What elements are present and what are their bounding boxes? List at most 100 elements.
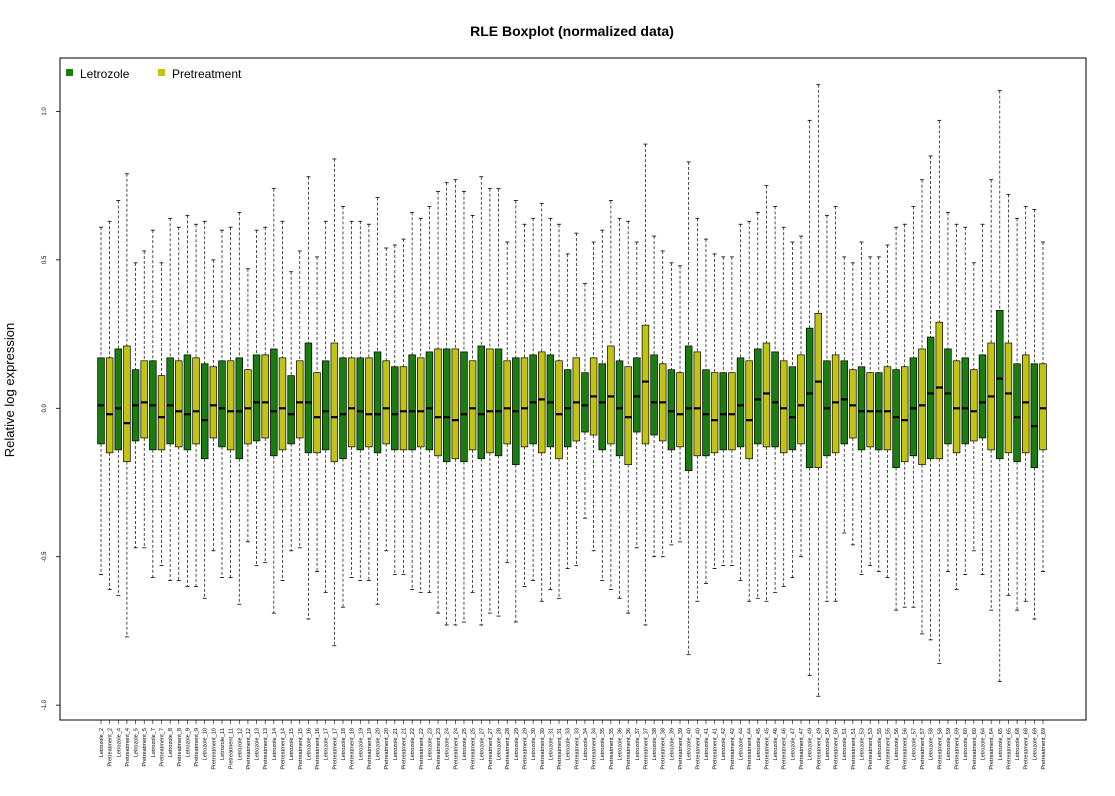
box-body	[477, 345, 485, 460]
box-Pretreatment_57	[918, 179, 926, 635]
box-body	[849, 369, 857, 439]
box-Pretreatment_19	[365, 223, 373, 581]
x-tick-label: Pretreatment_51	[851, 728, 857, 770]
x-tick-label: Letrozole_24	[445, 728, 451, 760]
box-body	[961, 357, 969, 445]
x-tick-label: Pretreatment_59	[955, 728, 961, 770]
box-body	[572, 357, 581, 442]
x-tick-label: Pretreatment_45	[764, 728, 770, 770]
box-body	[339, 357, 347, 460]
box-body	[1013, 363, 1021, 463]
box-body	[555, 360, 563, 460]
box-body	[330, 342, 339, 463]
box-body	[952, 360, 961, 454]
box-body	[762, 342, 771, 448]
box-Pretreatment_30	[538, 203, 546, 602]
x-tick-label: Pretreatment_27	[488, 728, 494, 770]
box-body	[598, 363, 606, 451]
box-Pretreatment_56	[901, 223, 909, 608]
box-Letrozole_11	[218, 229, 226, 578]
y-tick-label: 1.0	[42, 107, 48, 116]
x-tick-label: Pretreatment_16	[315, 728, 321, 770]
box-Pretreatment_37	[641, 143, 650, 626]
boxes	[97, 84, 1047, 697]
box-Letrozole_59	[944, 211, 952, 572]
x-tick-label: Letrozole_15	[289, 728, 295, 760]
box-Letrozole_29	[512, 200, 520, 623]
box-Pretreatment_35	[607, 200, 615, 590]
box-body	[944, 348, 952, 445]
x-tick-label: Pretreatment_40	[695, 728, 701, 770]
x-tick-label: Pretreatment_28	[505, 728, 511, 770]
x-tick-label: Letrozole_13	[255, 728, 261, 760]
box-Letrozole_17	[321, 220, 330, 593]
box-body	[460, 351, 468, 463]
box-body	[399, 366, 408, 451]
box-body	[157, 375, 166, 451]
box-Letrozole_20	[373, 197, 382, 605]
y-axis: -1.0 -0.5 0.0 0.5 1.0	[42, 107, 60, 710]
box-Pretreatment_59	[952, 223, 961, 590]
x-tick-label: Letrozole_10	[203, 728, 209, 760]
box-body	[244, 369, 252, 445]
x-tick-label: Letrozole_16	[306, 728, 312, 760]
x-tick-label: Pretreatment_33	[574, 728, 580, 770]
box-Letrozole_50	[823, 214, 831, 602]
box-body	[978, 354, 987, 439]
box-Pretreatment_58	[935, 119, 944, 664]
box-body	[313, 372, 321, 454]
box-body	[719, 372, 727, 451]
x-tick-label: Letrozole_64	[981, 728, 987, 760]
box-body	[304, 342, 313, 454]
box-Letrozole_5	[131, 262, 140, 549]
box-Letrozole_64	[978, 223, 987, 575]
x-tick-label: Letrozole_69	[1032, 728, 1038, 760]
x-tick-label: Letrozole_21	[393, 728, 399, 760]
box-Pretreatment_41	[710, 253, 719, 570]
x-tick-label: Pretreatment_65	[1006, 728, 1012, 770]
x-tick-label: Pretreatment_4	[125, 728, 131, 767]
x-tick-label: Pretreatment_56	[903, 728, 909, 770]
box-Letrozole_15	[287, 271, 295, 552]
box-body	[926, 336, 935, 460]
box-Pretreatment_64	[987, 179, 995, 611]
box-body	[607, 345, 615, 445]
x-axis-labels: Letrozole_2 Pretreatment_2 Letrozole_4 Pret…	[99, 720, 1047, 770]
x-tick-label: Pretreatment_41	[713, 728, 719, 770]
y-tick-label: -1.0	[42, 699, 48, 710]
box-Letrozole_69	[1030, 208, 1039, 620]
x-tick-label: Letrozole_65	[998, 728, 1004, 760]
x-tick-label: Letrozole_31	[548, 728, 554, 760]
box-Letrozole_19	[356, 220, 364, 581]
x-tick-label: Letrozole_51	[842, 728, 848, 760]
x-tick-label: Letrozole_14	[272, 728, 278, 760]
box-Pretreatment_13	[261, 226, 269, 564]
box-body	[166, 357, 174, 445]
box-Letrozole_68	[1013, 217, 1021, 611]
box-body	[442, 348, 451, 463]
box-Letrozole_18	[339, 206, 347, 608]
x-tick-label: Letrozole_19	[358, 728, 364, 760]
box-body	[261, 354, 269, 439]
box-body	[192, 357, 200, 445]
x-tick-label: Pretreatment_68	[1024, 728, 1030, 770]
box-Letrozole_57	[909, 206, 918, 608]
x-tick-label: Pretreatment_23	[436, 728, 442, 770]
box-body	[546, 354, 555, 448]
box-body	[909, 357, 918, 457]
box-body	[417, 357, 425, 448]
box-body	[1039, 363, 1047, 451]
box-body	[710, 372, 719, 454]
x-tick-label: Pretreatment_55	[885, 728, 891, 770]
box-Pretreatment_44	[745, 220, 753, 602]
box-Pretreatment_17	[330, 158, 339, 647]
box-body	[175, 360, 183, 448]
box-Pretreatment_36	[624, 220, 632, 614]
box-Pretreatment_69	[1039, 241, 1047, 572]
x-tick-label: Pretreatment_69	[1041, 728, 1047, 770]
box-Pretreatment_14	[278, 220, 287, 581]
x-tick-label: Pretreatment_15	[298, 728, 304, 770]
box-Letrozole_40	[684, 161, 693, 656]
x-tick-label: Pretreatment_29	[522, 728, 528, 770]
box-body	[693, 351, 702, 457]
